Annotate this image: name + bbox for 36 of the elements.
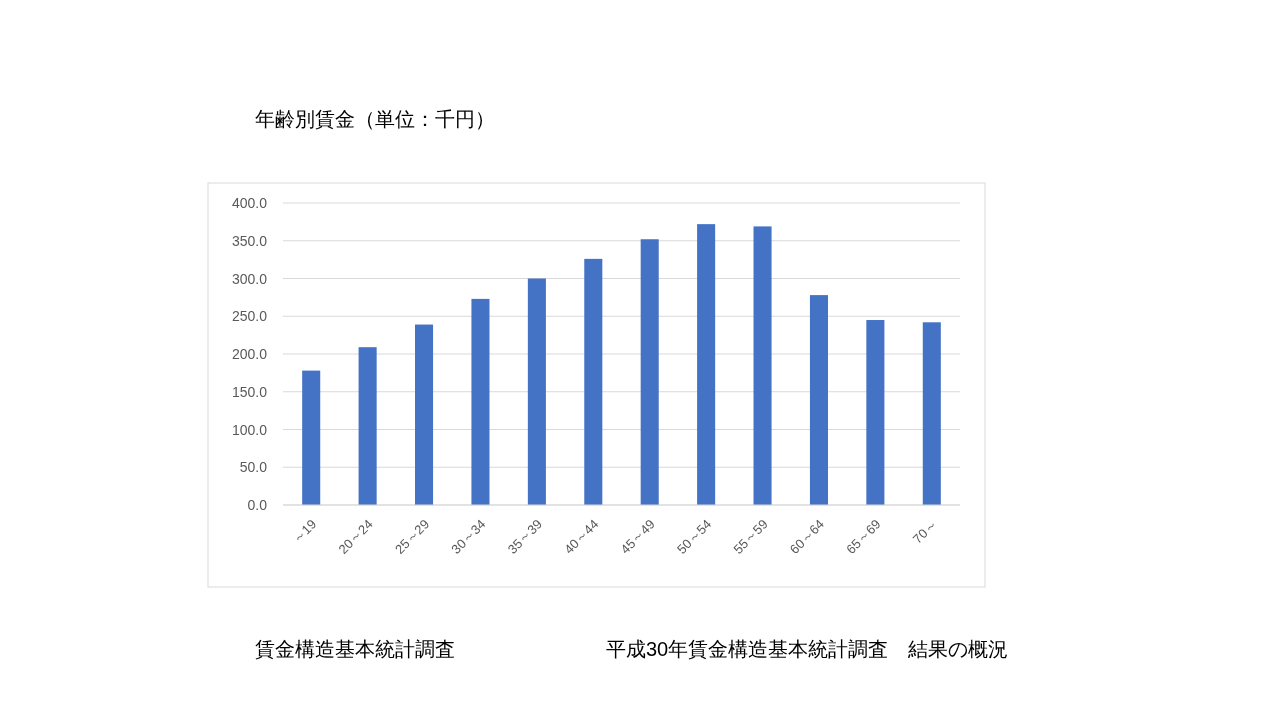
x-tick-label: ～19 [289, 516, 320, 547]
y-tick-label: 300.0 [231, 270, 268, 287]
x-tick-label: 55～59 [730, 516, 771, 557]
x-tick-label: 40～44 [561, 516, 602, 557]
y-tick-label: 250.0 [231, 308, 268, 325]
x-tick-label: 65～69 [843, 516, 884, 557]
text: 平成30年賃金構造基本統計調査 結果の概況 [606, 638, 1009, 660]
chart-title: 年齢別賃金（単位：千円） [255, 108, 495, 130]
bar [866, 320, 885, 505]
y-tick-label: 50.0 [239, 459, 268, 476]
bar [415, 324, 434, 505]
x-tick-label: 60～64 [786, 516, 828, 557]
x-tick-label: 50～54 [674, 516, 715, 557]
bar [302, 370, 321, 505]
x-tick-label: 30～34 [448, 516, 489, 557]
bar [753, 226, 772, 505]
bar [809, 295, 828, 505]
x-tick-label: 70～ [909, 516, 940, 547]
x-tick-label: 35～39 [504, 516, 545, 557]
y-tick-label: 400.0 [231, 195, 268, 211]
y-tick-label: 150.0 [231, 383, 268, 400]
bar [471, 298, 490, 505]
bar [922, 322, 941, 505]
y-tick-label: 100.0 [231, 421, 268, 438]
bar [358, 347, 377, 505]
x-tick-label: 45～49 [617, 516, 658, 557]
y-tick-label: 350.0 [231, 232, 268, 249]
x-tick-label: 20～24 [335, 516, 376, 557]
x-tick-label: 25～29 [391, 516, 433, 557]
text: 賃金構造基本統計調査 [255, 638, 455, 660]
bar [584, 258, 603, 505]
y-tick-label: 0.0 [247, 497, 268, 513]
bar [527, 278, 546, 505]
y-tick-label: 200.0 [231, 346, 268, 362]
bar [697, 224, 716, 505]
bar [640, 239, 659, 505]
